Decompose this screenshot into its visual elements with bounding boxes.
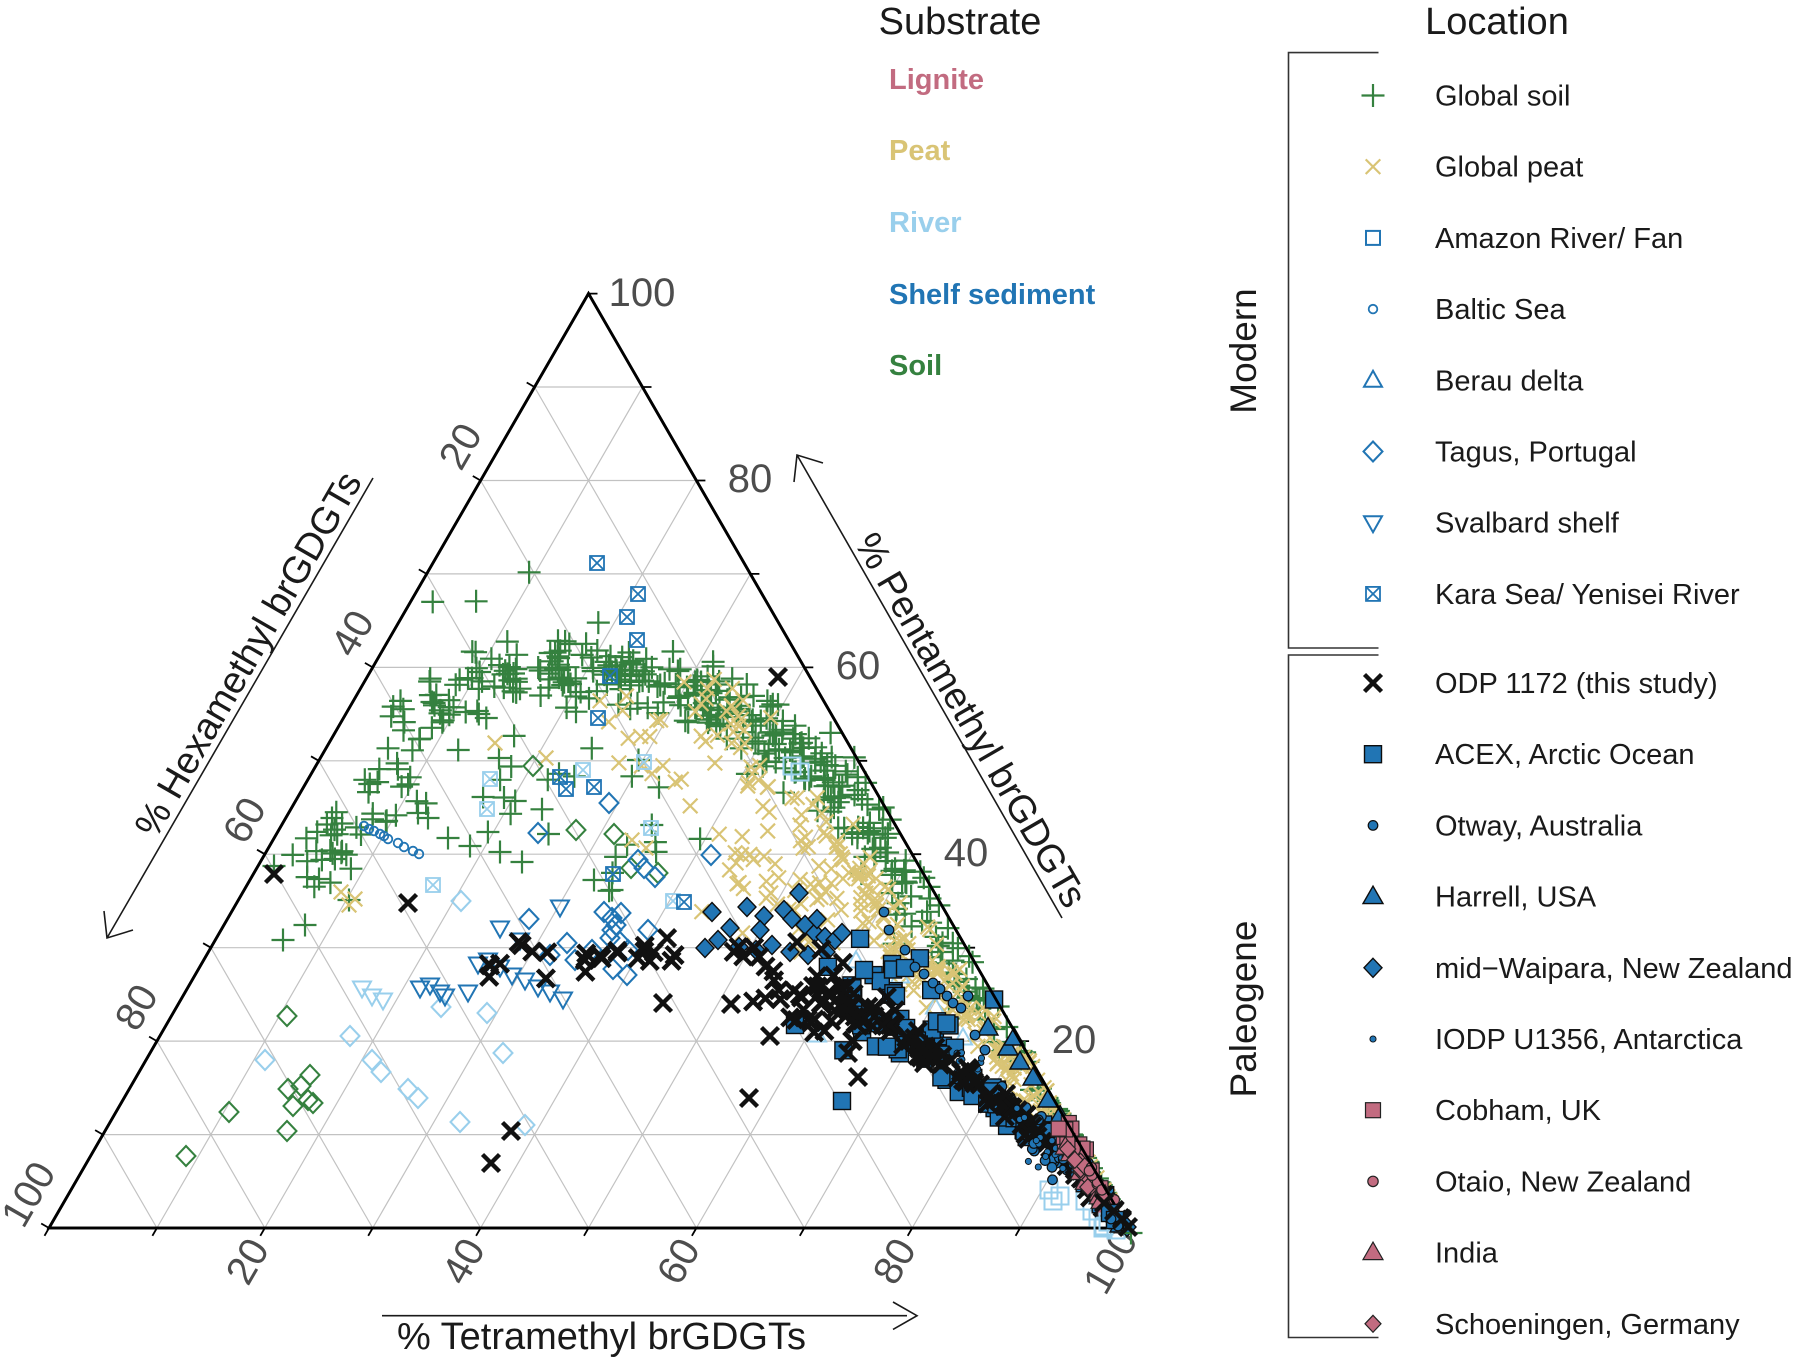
svg-text:60: 60: [215, 790, 275, 851]
svg-text:80: 80: [865, 1231, 925, 1292]
svg-text:Tagus, Portugal: Tagus, Portugal: [1435, 437, 1637, 469]
svg-text:ODP 1172 (this study): ODP 1172 (this study): [1435, 668, 1718, 700]
svg-text:100: 100: [0, 1155, 65, 1235]
svg-text:Otway, Australia: Otway, Australia: [1435, 810, 1643, 842]
svg-text:Amazon River/ Fan: Amazon River/ Fan: [1435, 223, 1683, 255]
svg-text:60: 60: [649, 1231, 709, 1292]
svg-text:Modern: Modern: [1223, 288, 1264, 413]
svg-text:40: 40: [434, 1231, 494, 1292]
svg-text:80: 80: [728, 457, 773, 501]
svg-text:ACEX, Arctic Ocean: ACEX, Arctic Ocean: [1435, 739, 1695, 771]
svg-text:80: 80: [107, 977, 167, 1038]
svg-text:60: 60: [836, 644, 881, 688]
svg-text:Soil: Soil: [889, 350, 942, 382]
svg-text:India: India: [1435, 1238, 1499, 1270]
svg-text:Peat: Peat: [889, 135, 951, 167]
svg-text:Kara Sea/ Yenisei River: Kara Sea/ Yenisei River: [1435, 579, 1740, 611]
svg-text:40: 40: [323, 603, 383, 664]
svg-text:40: 40: [944, 831, 989, 875]
svg-text:mid−Waipara, New Zealand: mid−Waipara, New Zealand: [1435, 953, 1793, 985]
svg-text:Schoeningen, Germany: Schoeningen, Germany: [1435, 1309, 1740, 1341]
svg-text:Berau delta: Berau delta: [1435, 365, 1584, 397]
svg-text:Location: Location: [1425, 1, 1569, 43]
svg-text:Lignite: Lignite: [889, 64, 984, 96]
svg-text:20: 20: [218, 1231, 278, 1292]
svg-text:Shelf sediment: Shelf sediment: [889, 279, 1096, 311]
svg-text:River: River: [889, 207, 962, 239]
svg-text:IODP U1356, Antarctica: IODP U1356, Antarctica: [1435, 1024, 1743, 1056]
svg-text:Svalbard shelf: Svalbard shelf: [1435, 508, 1620, 540]
svg-text:Otaio, New Zealand: Otaio, New Zealand: [1435, 1166, 1691, 1198]
svg-text:20: 20: [431, 416, 491, 477]
svg-text:Paleogene: Paleogene: [1223, 921, 1264, 1098]
svg-text:Baltic Sea: Baltic Sea: [1435, 294, 1566, 326]
svg-text:Cobham, UK: Cobham, UK: [1435, 1095, 1602, 1127]
svg-text:Harrell, USA: Harrell, USA: [1435, 882, 1597, 914]
svg-text:% Tetramethyl brGDGTs: % Tetramethyl brGDGTs: [397, 1316, 806, 1358]
svg-text:20: 20: [1052, 1018, 1097, 1062]
svg-text:Global peat: Global peat: [1435, 152, 1583, 184]
svg-text:100: 100: [609, 271, 676, 315]
svg-text:Substrate: Substrate: [879, 1, 1042, 43]
svg-text:Global soil: Global soil: [1435, 81, 1570, 113]
